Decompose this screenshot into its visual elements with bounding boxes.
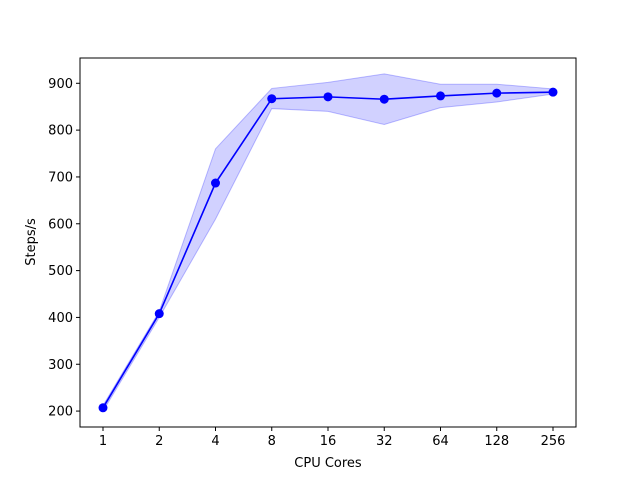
y-tick-label-400: 400: [48, 311, 73, 326]
y-tick-label-600: 600: [48, 217, 73, 232]
axes: 1 2 4 8 16 32 64 128 256 200 300 400 500 600 700 800 900: [48, 57, 577, 449]
x-tick-label-4: 4: [211, 434, 219, 449]
data-point-8: [267, 94, 277, 104]
data-point-64: [436, 91, 445, 101]
data-point-32: [379, 94, 389, 104]
data-point-1: [98, 403, 108, 413]
y-tick-label-900: 900: [48, 77, 73, 92]
data-point-256: [548, 87, 558, 97]
x-tick-label-128: 128: [484, 434, 509, 449]
y-tick-label-700: 700: [48, 170, 73, 185]
data-point-4: [211, 178, 220, 188]
x-tick-label-1: 1: [99, 434, 107, 449]
x-tick-label-256: 256: [541, 434, 566, 449]
x-tick-label-64: 64: [432, 434, 449, 449]
y-axis-label: Steps/s: [24, 218, 39, 266]
x-tick-label-32: 32: [376, 434, 393, 449]
x-tick-label-16: 16: [320, 434, 337, 449]
y-tick-label-300: 300: [48, 358, 73, 373]
y-tick-label-200: 200: [48, 405, 73, 420]
data-point-16: [323, 92, 333, 102]
data-point-128: [492, 88, 502, 98]
data-point-2: [154, 309, 164, 319]
x-axis-label: CPU Cores: [294, 456, 362, 471]
plot-area: [98, 73, 558, 413]
y-tick-label-800: 800: [48, 124, 73, 139]
x-tick-label-2: 2: [155, 434, 163, 449]
x-tick-label-8: 8: [268, 434, 276, 449]
y-tick-label-500: 500: [48, 264, 73, 279]
